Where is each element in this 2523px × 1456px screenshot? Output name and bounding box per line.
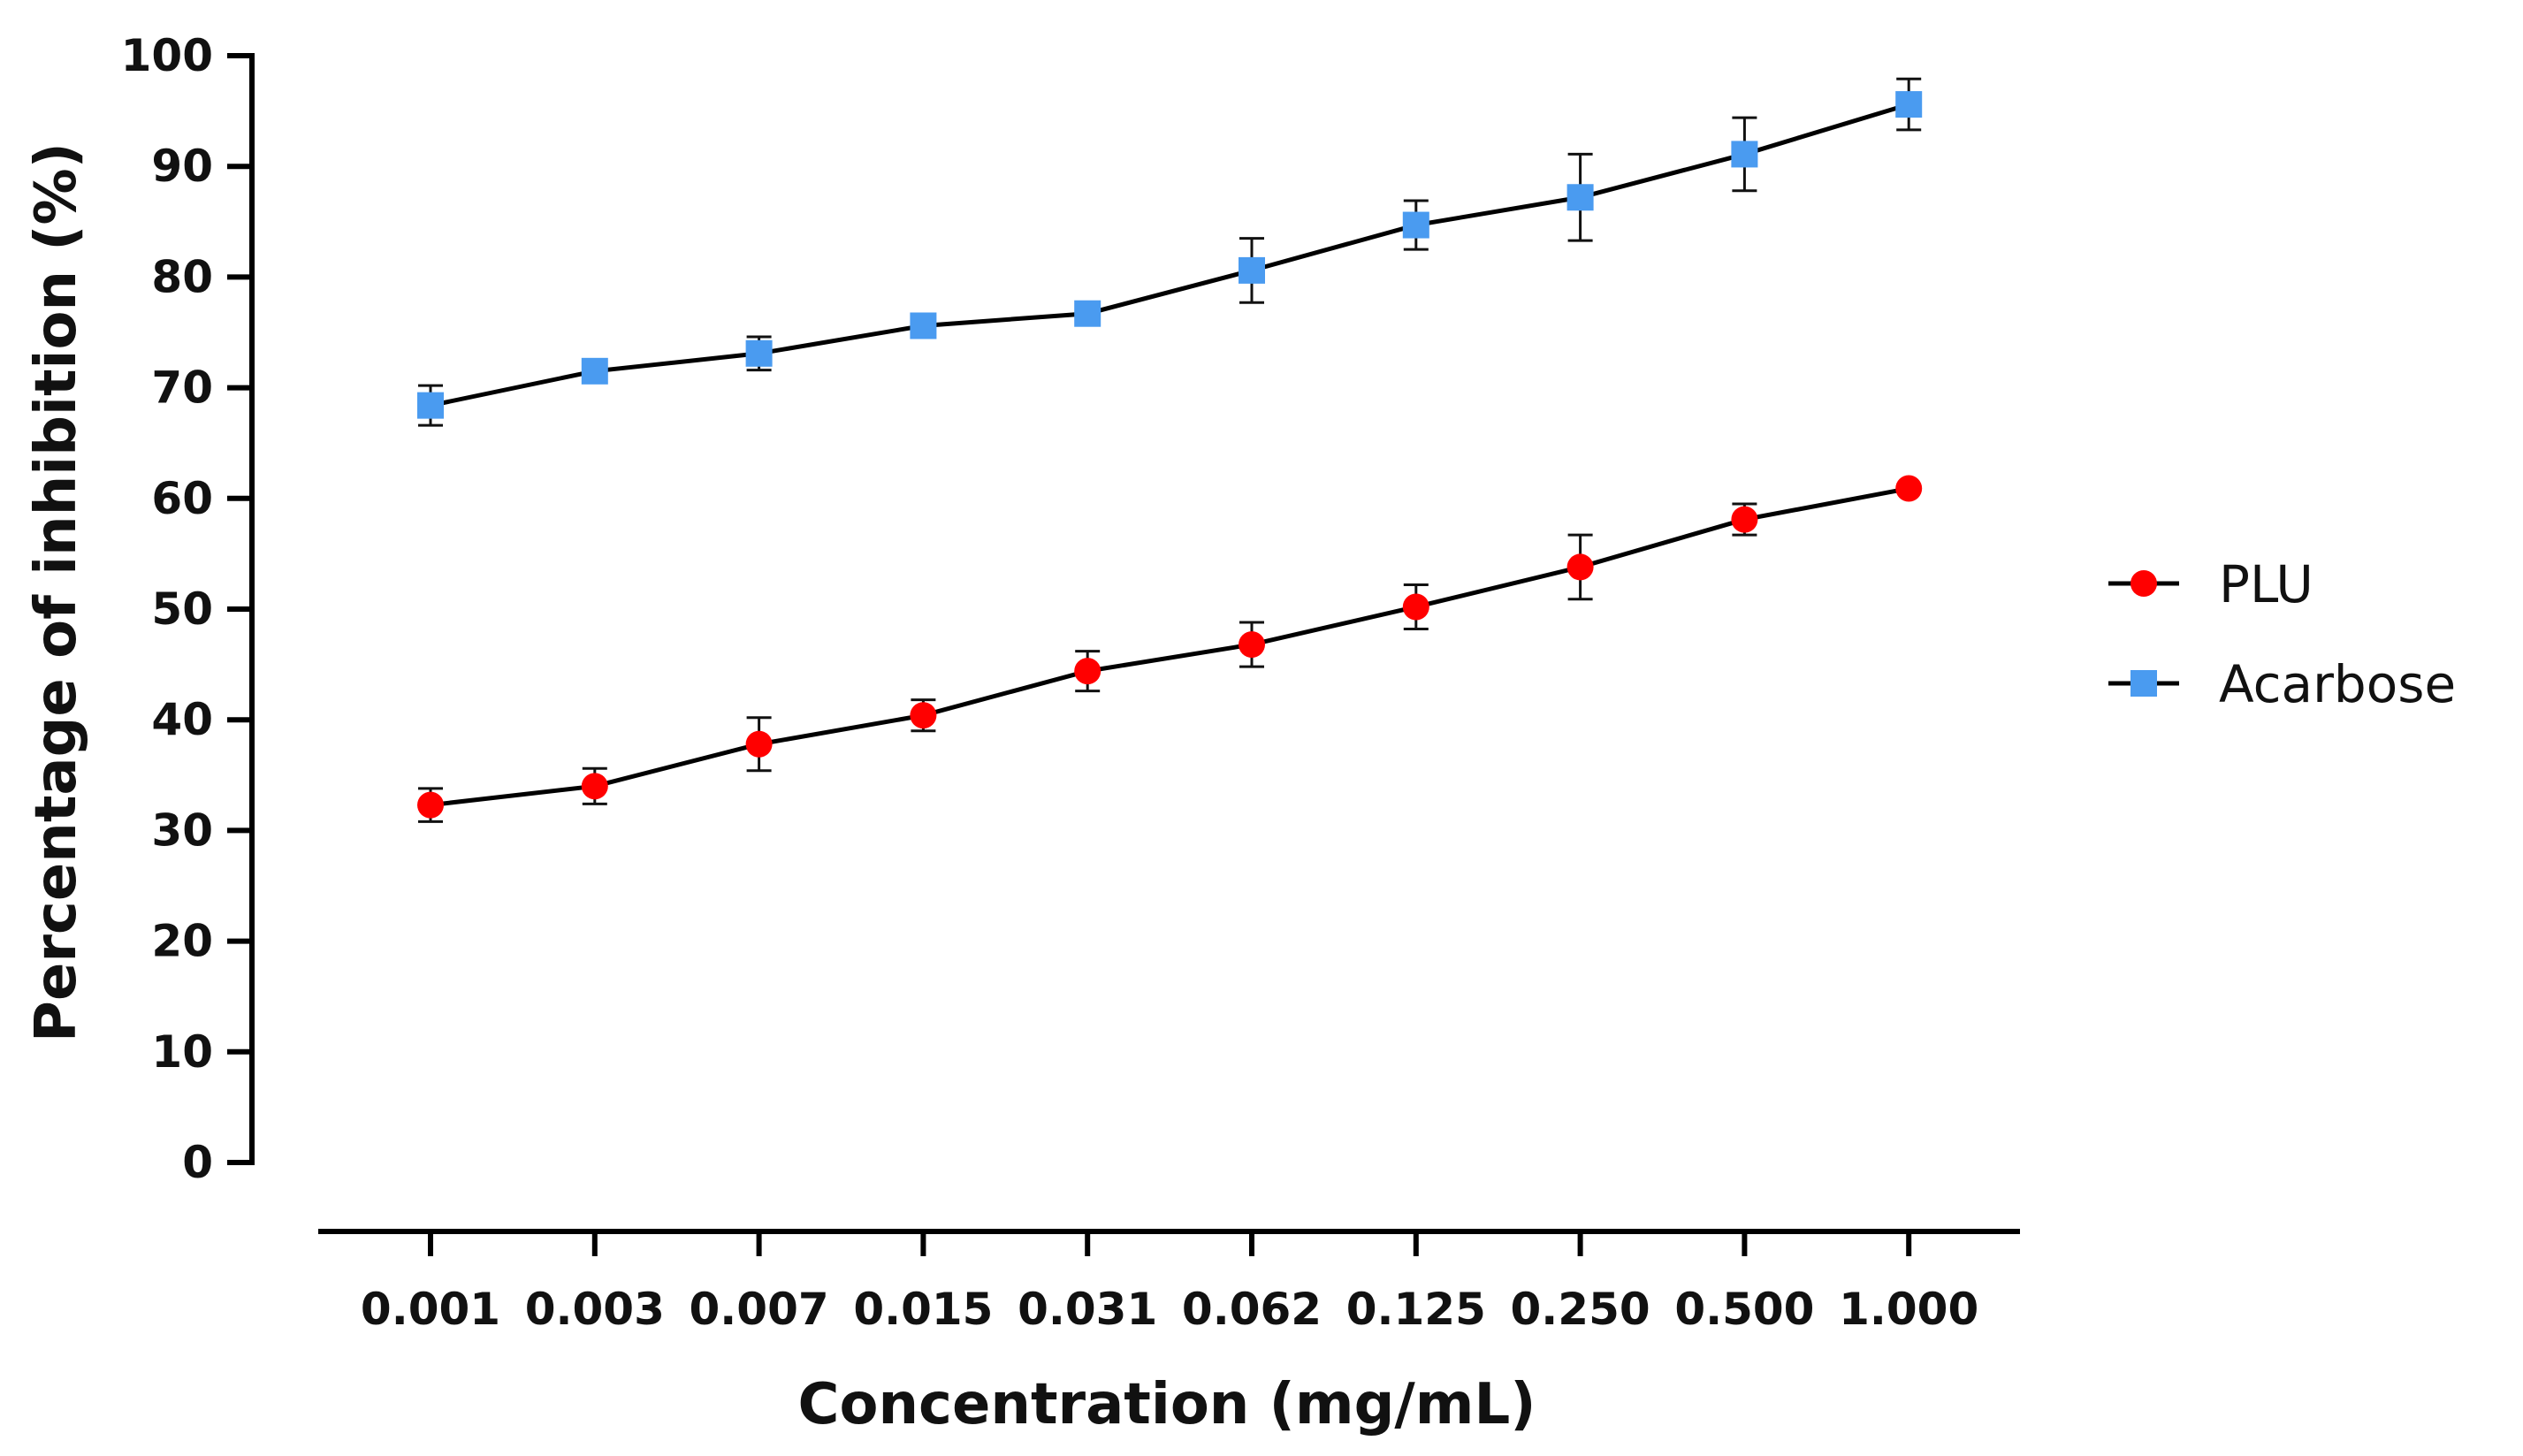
x-tick-label: 0.003 [525,1284,665,1335]
legend-label: Acarbose [2219,654,2456,714]
series-plu [417,475,1923,823]
data-point [745,339,773,367]
x-tick-label: 0.125 [1346,1284,1486,1335]
legend-label: PLU [2219,554,2313,614]
data-point [1566,184,1594,211]
data-point [1239,631,1265,659]
y-tick-label: 50 [151,583,213,635]
legend-marker [2130,570,2157,597]
data-point [417,791,444,819]
legend-marker [2130,670,2157,697]
legend-item-acarbose: Acarbose [2108,654,2456,714]
y-tick-label: 60 [151,473,213,524]
y-tick-label: 40 [151,694,213,745]
data-point [1402,211,1429,239]
x-tick-label: 0.500 [1674,1284,1814,1335]
y-tick-label: 100 [121,30,213,81]
x-tick-label: 0.062 [1182,1284,1322,1335]
x-tick-label: 0.250 [1511,1284,1650,1335]
legend-item-plu: PLU [2108,554,2313,614]
data-point [1731,141,1758,168]
y-tick-label: 80 [151,251,213,302]
data-point [910,702,937,729]
data-point [1074,658,1101,685]
data-point [1566,553,1594,581]
plot-area [417,77,1923,823]
y-tick-label: 30 [151,804,213,856]
x-tick-label: 0.031 [1018,1284,1157,1335]
series-acarbose [417,77,1923,427]
x-tick-label: 0.015 [853,1284,993,1335]
data-point [1402,593,1429,621]
y-tick-label: 70 [151,362,213,414]
data-point [1895,91,1923,118]
data-point [1239,256,1265,284]
data-point [1074,300,1101,327]
data-point [910,312,937,339]
series-line [430,486,1909,808]
data-point [581,773,608,800]
x-axis-title: Concentration (mg/mL) [798,1372,1536,1437]
data-point [417,392,444,419]
y-tick-label: 10 [151,1026,213,1078]
x-tick-label: 0.007 [690,1284,829,1335]
series-line [430,102,1909,408]
data-point [1895,475,1923,502]
y-axis-title: Percentage of inhibition (%) [24,142,89,1042]
data-point [745,730,773,758]
x-axis: 0.001 0.003 0.007 0.015 0.031 0.062 0.125 0.250… [318,1229,2020,1335]
y-tick-label: 20 [151,916,213,967]
x-tick-label: 1.000 [1839,1284,1978,1335]
data-point [1731,506,1758,533]
y-tick-label: 90 [151,141,213,192]
x-tick-label: 0.001 [361,1284,500,1335]
y-tick-label: 0 [182,1137,213,1188]
y-axis: 0 10 20 30 40 50 60 70 80 90 100 [121,30,255,1188]
legend: PLU Acarbose [2108,554,2456,714]
data-point [581,357,608,385]
